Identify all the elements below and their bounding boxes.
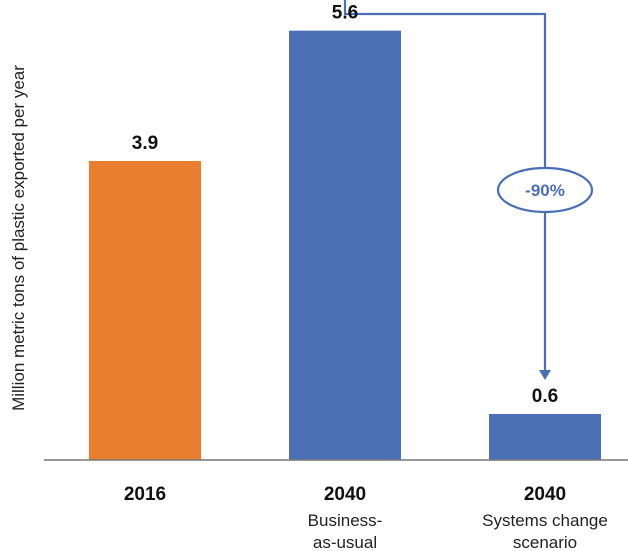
bar-3 xyxy=(489,414,601,460)
annotation-oval xyxy=(496,166,594,214)
annotation-text: -90% xyxy=(525,181,565,200)
bars xyxy=(89,30,601,461)
bar-1 xyxy=(89,161,201,460)
labels: 3.9 2016 5.6 2040 Business-as-usual 0.6 2040 Sy… xyxy=(124,3,608,551)
value-label-1: 3.9 xyxy=(132,133,158,154)
bar-2 xyxy=(289,30,401,461)
value-label-2: 5.6 xyxy=(332,3,358,24)
category-sublabel-3-2: scenario xyxy=(513,533,577,551)
category-sublabel-2-1: Business- xyxy=(308,511,383,530)
category-sublabel-3-1: Systems change xyxy=(482,511,608,530)
category-sublabel-2-2: as-usual xyxy=(313,533,377,551)
category-label-1: 2016 xyxy=(124,484,166,505)
category-label-3: 2040 xyxy=(524,484,566,505)
change-annotation: -90% xyxy=(343,0,594,380)
y-axis-label: Million metric tons of plastic exported … xyxy=(9,65,28,411)
annotation-arrowhead xyxy=(539,370,551,380)
annotation-bracket xyxy=(343,0,547,168)
value-label-3: 0.6 xyxy=(532,386,558,407)
category-label-2: 2040 xyxy=(324,484,366,505)
